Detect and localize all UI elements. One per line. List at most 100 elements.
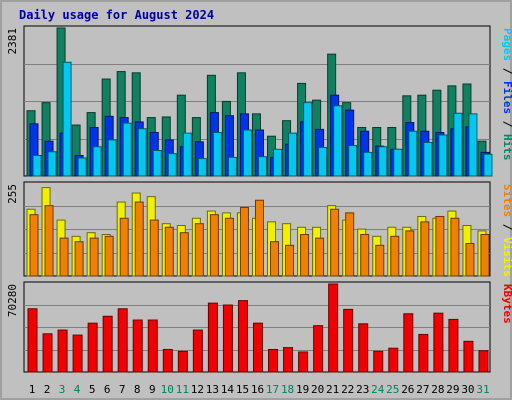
bar-sites-day-2	[44, 205, 54, 277]
x-tick-label-day-3: 3	[59, 383, 66, 396]
x-tick-label-day-8: 8	[134, 383, 141, 396]
bar-kbytes-day-15	[237, 300, 248, 373]
bar-sites-day-22	[345, 212, 355, 277]
x-tick-label-day-13: 13	[206, 383, 219, 396]
bar-kbytes-day-20	[313, 325, 324, 373]
bar-pages-day-11	[182, 132, 192, 177]
bar-pages-day-17	[273, 148, 283, 177]
legend-entry: Visits	[501, 237, 512, 277]
bar-sites-day-11	[179, 232, 189, 277]
legend-entry: /	[501, 61, 512, 81]
x-tick-label-day-28: 28	[431, 383, 444, 396]
bar-sites-day-5	[89, 237, 99, 277]
bar-pages-day-25	[393, 148, 403, 177]
x-tick-label-day-20: 20	[311, 383, 324, 396]
panel-kbytes: 70280 KBytes	[6, 281, 512, 373]
panel-visits-sites: 255 Sites / Visits	[6, 181, 512, 277]
bar-kbytes-day-16	[252, 322, 263, 373]
bar-kbytes-day-26	[403, 313, 414, 373]
bar-sites-day-15	[239, 206, 249, 277]
bar-sites-day-18	[285, 244, 295, 277]
bar-pages-day-3	[62, 61, 72, 177]
bar-kbytes-day-2	[42, 333, 53, 373]
y-axis-max-label: 70280	[6, 284, 19, 317]
x-axis-labels: 1 2 3 4 5 6 7 8 9 10 11 12 13 14 15 16 17 18 19 20 21 22 23 24 2…	[29, 383, 490, 396]
bar-sites-day-28	[435, 215, 445, 277]
x-tick-label-day-2: 2	[44, 383, 51, 396]
legend-label-kbytes: KBytes	[501, 284, 512, 324]
bar-pages-day-4	[77, 157, 87, 177]
x-tick-label-day-14: 14	[221, 383, 235, 396]
x-tick-label-day-1: 1	[29, 383, 36, 396]
bar-pages-day-7	[122, 122, 132, 177]
x-tick-label-day-11: 11	[176, 383, 189, 396]
bar-pages-day-24	[378, 146, 388, 177]
bar-pages-day-9	[152, 150, 162, 177]
x-tick-label-day-26: 26	[401, 383, 414, 396]
bar-pages-day-13	[212, 131, 222, 177]
bar-pages-day-28	[438, 134, 448, 177]
x-tick-label-day-21: 21	[326, 383, 339, 396]
bar-kbytes-day-1	[27, 308, 38, 373]
legend-entry: Files	[501, 81, 512, 114]
bar-kbytes-day-17	[268, 348, 279, 373]
bar-sites-day-4	[74, 241, 84, 277]
bar-sites-day-9	[149, 219, 159, 277]
y-axis-max-label: 2381	[6, 28, 19, 55]
bar-sites-day-31	[480, 234, 490, 277]
bar-pages-day-31	[483, 153, 493, 177]
x-tick-label-day-17: 17	[266, 383, 279, 396]
x-tick-label-day-7: 7	[119, 383, 126, 396]
bar-kbytes-day-10	[162, 348, 173, 373]
bar-pages-day-29	[453, 112, 463, 177]
x-tick-label-day-31: 31	[476, 383, 489, 396]
x-tick-label-day-24: 24	[371, 383, 385, 396]
legend-label-hits-files-pages: Pages / Files / Hits	[501, 28, 512, 161]
bar-kbytes-day-22	[343, 308, 354, 373]
bar-kbytes-day-23	[358, 323, 369, 373]
bar-kbytes-day-30	[463, 340, 474, 373]
bar-sites-day-27	[420, 221, 430, 277]
legend-entry: Pages	[501, 28, 512, 61]
x-tick-label-day-19: 19	[296, 383, 309, 396]
bar-kbytes-day-28	[433, 312, 444, 373]
bar-kbytes-day-12	[192, 329, 203, 373]
bar-kbytes-day-14	[222, 304, 233, 373]
bar-kbytes-day-25	[388, 347, 399, 373]
bar-pages-day-2	[47, 151, 57, 177]
bar-pages-day-5	[92, 146, 102, 177]
bar-sites-day-20	[315, 237, 325, 277]
x-tick-label-day-5: 5	[89, 383, 96, 396]
bar-sites-day-10	[164, 226, 174, 277]
x-tick-label-day-16: 16	[251, 383, 264, 396]
x-tick-label-day-10: 10	[161, 383, 174, 396]
bar-sites-day-17	[270, 241, 280, 277]
bar-sites-day-30	[465, 243, 475, 277]
bar-pages-day-15	[242, 129, 252, 177]
bar-kbytes-day-18	[283, 347, 294, 373]
bar-kbytes-day-21	[328, 283, 339, 373]
x-tick-label-day-30: 30	[461, 383, 474, 396]
bar-kbytes-day-13	[207, 302, 218, 373]
bar-pages-day-10	[167, 153, 177, 177]
bar-kbytes-day-29	[448, 318, 459, 373]
bar-sites-day-24	[375, 244, 385, 277]
bar-kbytes-day-3	[57, 329, 68, 373]
bar-sites-day-12	[194, 223, 204, 277]
bar-sites-day-25	[390, 235, 400, 277]
bar-sites-day-29	[450, 217, 460, 277]
bar-sites-day-7	[119, 217, 129, 277]
bar-pages-day-8	[137, 128, 147, 177]
x-tick-label-day-9: 9	[149, 383, 156, 396]
legend-entry: /	[501, 217, 512, 237]
bar-pages-day-16	[257, 156, 267, 177]
bar-pages-day-14	[227, 156, 237, 177]
bar-pages-day-21	[333, 105, 343, 177]
bar-kbytes-day-6	[102, 315, 113, 373]
bar-pages-day-1	[32, 154, 42, 177]
legend-entry: Hits	[501, 134, 512, 161]
bar-sites-day-1	[29, 214, 39, 277]
bar-kbytes-day-27	[418, 333, 429, 373]
bar-pages-day-12	[197, 158, 207, 177]
